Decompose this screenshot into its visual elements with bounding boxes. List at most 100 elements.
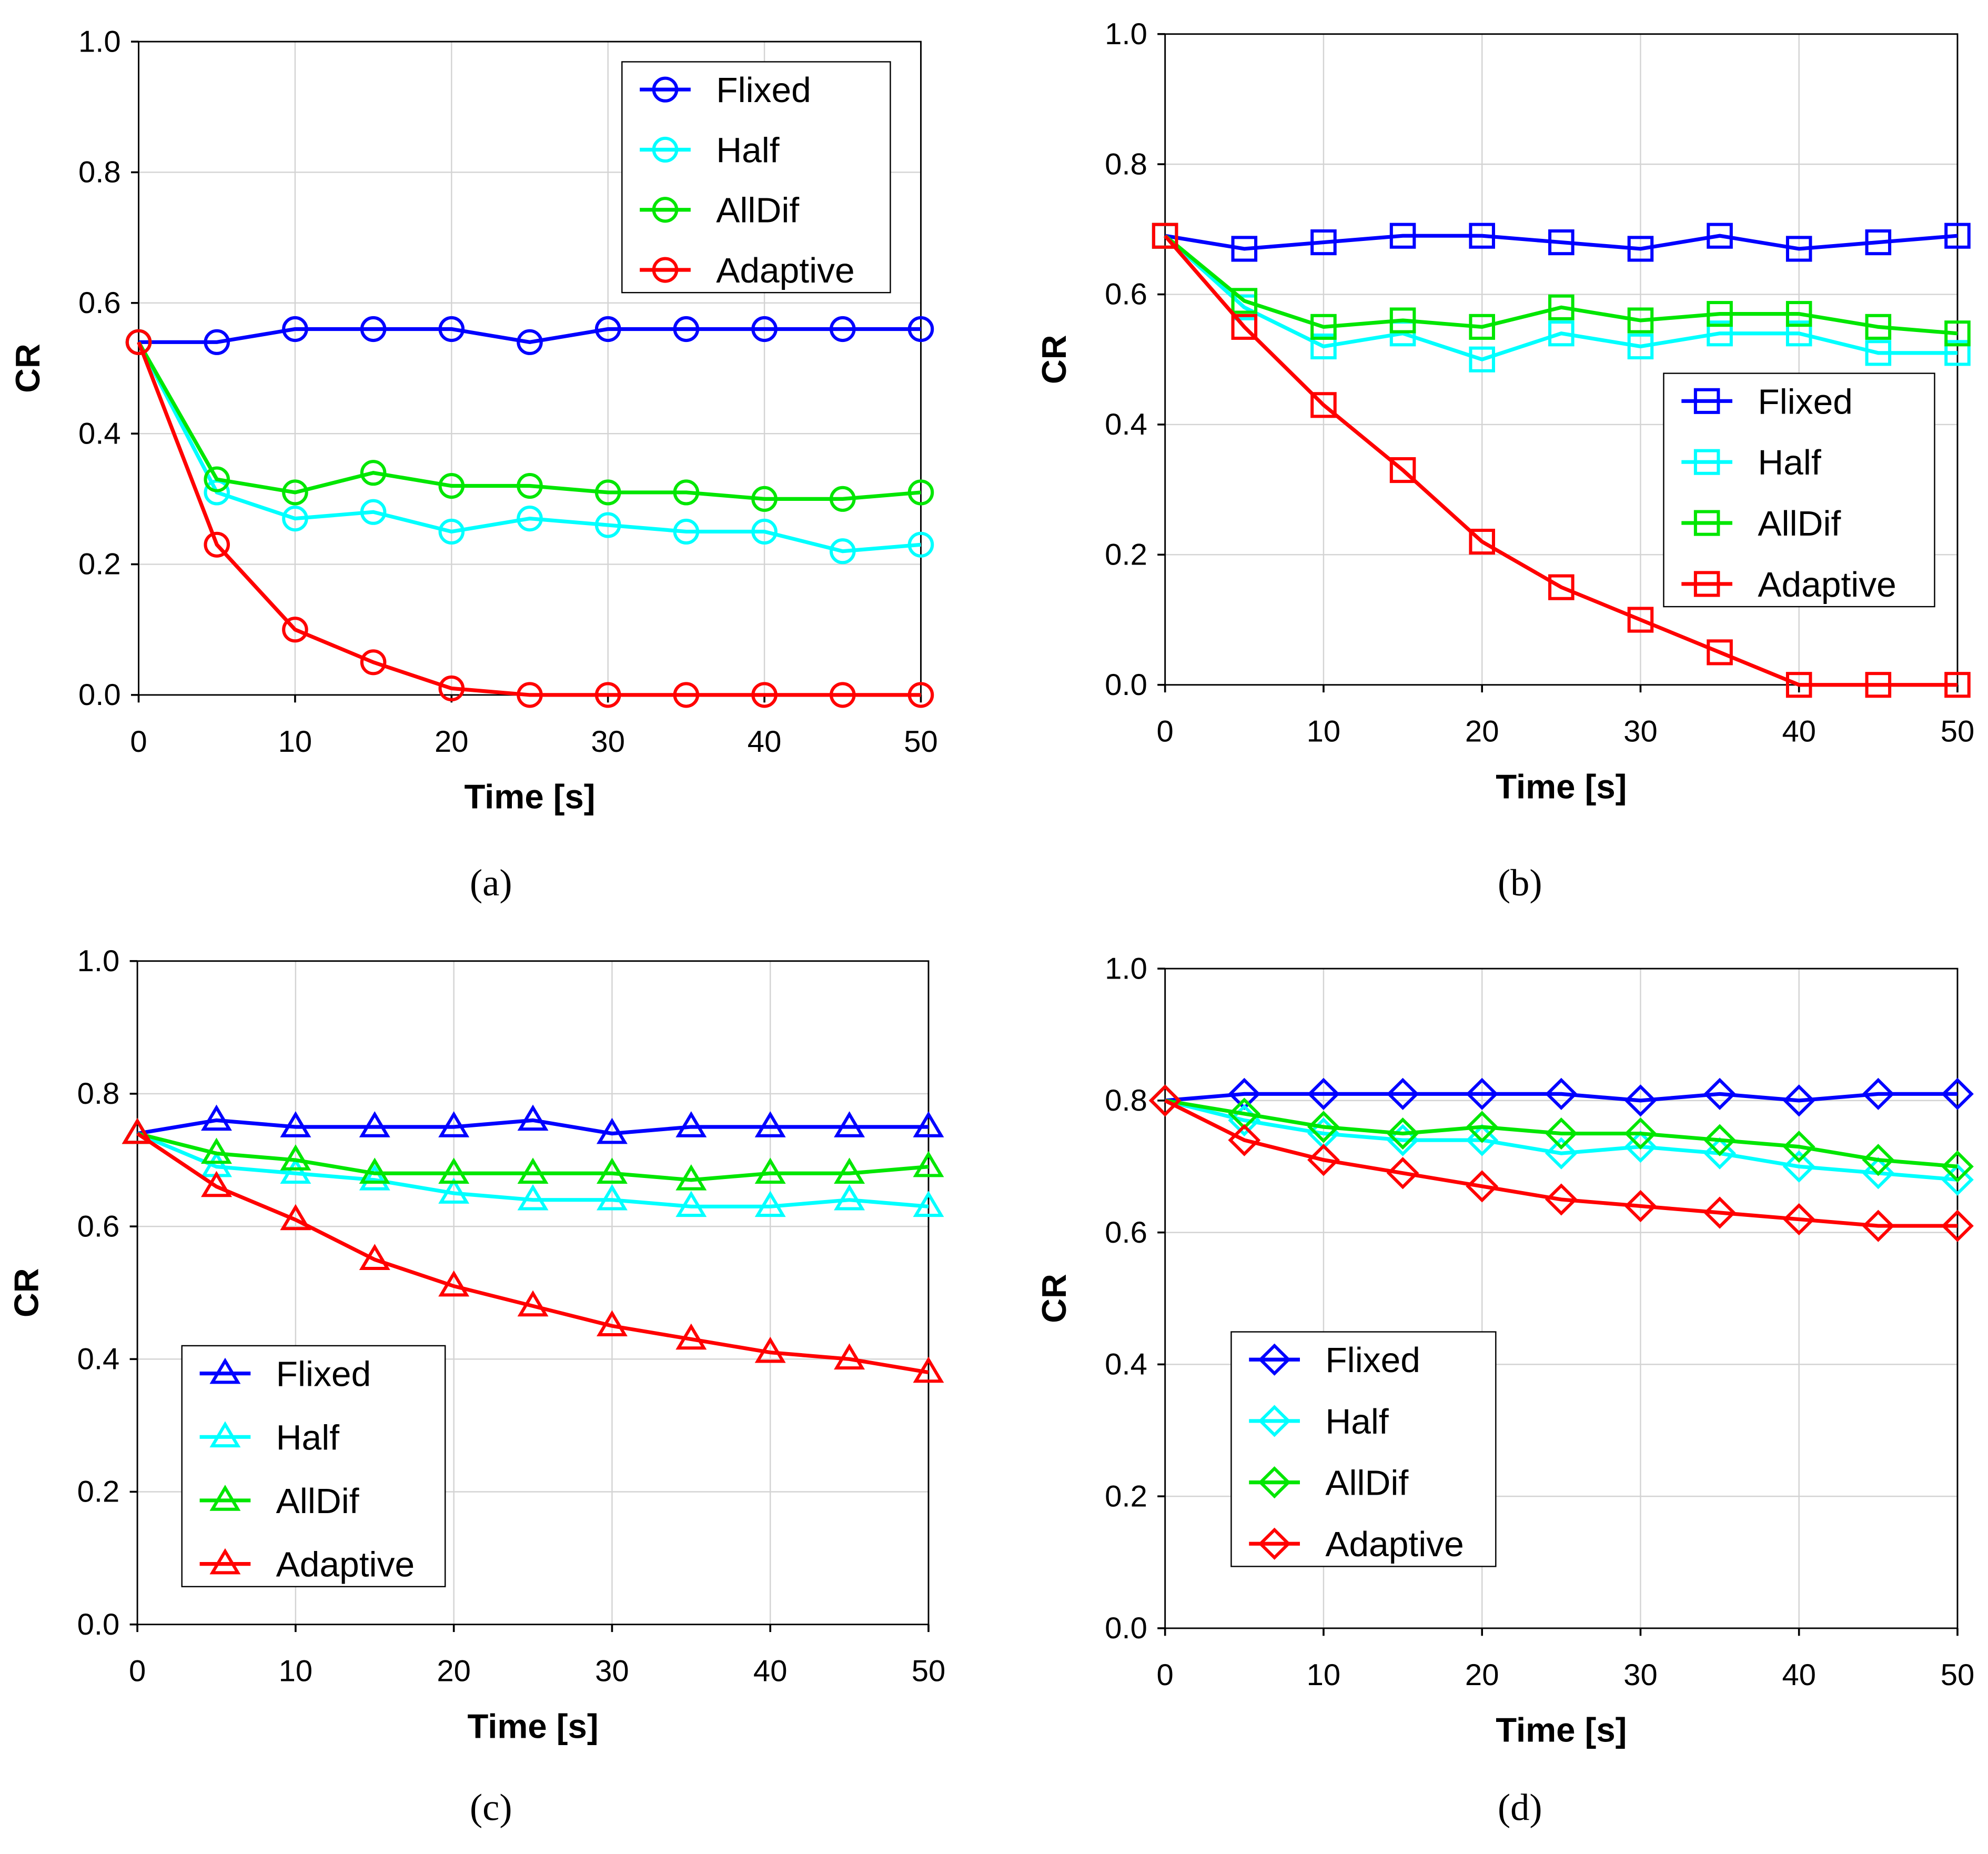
legend-label: AllDif (1325, 1464, 1408, 1503)
panel-caption: (b) (1498, 862, 1542, 904)
legend: Flixed Half AllDif Adaptive (621, 61, 891, 294)
data-point (754, 1336, 786, 1363)
data-point (834, 1111, 865, 1137)
legend-label: AllDif (276, 1482, 359, 1521)
x-axis-label: Time [s] (1496, 1711, 1627, 1749)
data-point (1782, 1203, 1815, 1236)
legend-marker (1258, 1405, 1291, 1437)
plot-frame (1164, 33, 1959, 686)
series-line (137, 1132, 929, 1182)
data-point (1627, 333, 1654, 360)
legend: Flixed Half AllDif Adaptive (181, 1345, 446, 1587)
data-point (282, 316, 308, 342)
legend-marker (1693, 510, 1720, 536)
y-tick-label: 1.0 (77, 944, 120, 978)
y-tick-label: 0.4 (78, 417, 121, 451)
data-point (1707, 320, 1733, 347)
legend-label: Adaptive (1758, 565, 1896, 604)
series-line (137, 341, 921, 553)
data-point (201, 1137, 232, 1164)
series-half (122, 1117, 944, 1217)
data-point (1469, 223, 1495, 249)
series-half (125, 329, 934, 565)
chart-panel-c: 0 10 20 30 40 50 0.0 0.2 0.4 0.6 0.8 1.0 Time [s] CR F… (7, 944, 945, 1828)
series-alldif (1152, 223, 1971, 347)
series-line (138, 327, 921, 344)
data-point (1627, 307, 1654, 334)
series-flixed (122, 1104, 944, 1144)
y-tick-label: 1.0 (78, 25, 121, 59)
data-point (1627, 236, 1654, 262)
data-point (1548, 320, 1575, 347)
data-point (1231, 236, 1258, 262)
data-point (1941, 1210, 1974, 1242)
data-point (1469, 346, 1495, 372)
data-point (201, 1104, 232, 1131)
data-point (1782, 1150, 1815, 1183)
y-tick-label: 0.4 (1105, 408, 1147, 441)
data-point (1865, 672, 1892, 698)
legend-marker (652, 136, 679, 163)
x-tick-label: 30 (591, 725, 625, 759)
data-point (594, 512, 621, 538)
data-point (1469, 529, 1495, 555)
data-point (360, 316, 387, 342)
x-tick-label: 40 (753, 1655, 788, 1688)
data-point (1548, 229, 1575, 256)
data-point (201, 1171, 232, 1197)
data-point (907, 479, 934, 506)
y-tick-label: 0.8 (1105, 148, 1147, 182)
data-point (754, 1111, 786, 1137)
legend-label: Half (1325, 1402, 1389, 1442)
data-point (1703, 1137, 1736, 1170)
data-point (438, 1177, 470, 1204)
data-point (1545, 1183, 1578, 1216)
data-point (751, 682, 778, 708)
data-point (517, 506, 543, 532)
data-point (438, 1111, 470, 1137)
data-point (1231, 288, 1258, 314)
data-point (1307, 1144, 1340, 1176)
data-point (1862, 1077, 1895, 1110)
legend-marker (1258, 1466, 1291, 1499)
data-point (1624, 1190, 1657, 1223)
data-point (204, 466, 230, 492)
x-tick-label: 0 (1157, 1658, 1174, 1692)
data-point (282, 506, 308, 532)
data-point (517, 682, 543, 708)
data-point (280, 1144, 311, 1171)
data-point (517, 1104, 549, 1131)
y-tick-label: 1.0 (1105, 17, 1147, 51)
data-point (1707, 223, 1733, 249)
x-tick-label: 30 (1623, 715, 1658, 749)
data-point (834, 1343, 865, 1370)
data-point (517, 1290, 549, 1317)
data-point (1386, 1077, 1419, 1110)
legend-label: Flixed (1758, 382, 1853, 422)
plot-frame (136, 960, 930, 1626)
chart-panel-a: 0 10 20 30 40 50 0.0 0.2 0.4 0.6 0.8 1.0 Time [s] CR F… (8, 25, 938, 904)
series-half (1148, 1084, 1974, 1196)
y-tick-label: 0.0 (78, 678, 121, 712)
legend-marker (209, 1357, 241, 1384)
series-line (1165, 234, 1958, 251)
data-point (125, 329, 152, 355)
x-tick-label: 20 (437, 1655, 471, 1688)
x-tick-label: 30 (595, 1655, 629, 1688)
legend-label: Adaptive (276, 1545, 415, 1585)
data-point (1307, 1111, 1340, 1143)
data-point (673, 682, 700, 708)
data-point (1545, 1137, 1578, 1170)
data-point (1545, 1077, 1578, 1110)
y-tick-label: 0.8 (1105, 1084, 1147, 1117)
x-tick-label: 10 (1307, 715, 1341, 749)
data-point (594, 316, 621, 342)
data-point (1386, 1157, 1419, 1190)
data-point (1865, 340, 1892, 366)
data-point (1944, 340, 1971, 366)
y-axis-label: CR (8, 344, 47, 392)
data-point (1310, 229, 1337, 256)
data-point (438, 1270, 470, 1297)
data-point (751, 518, 778, 545)
